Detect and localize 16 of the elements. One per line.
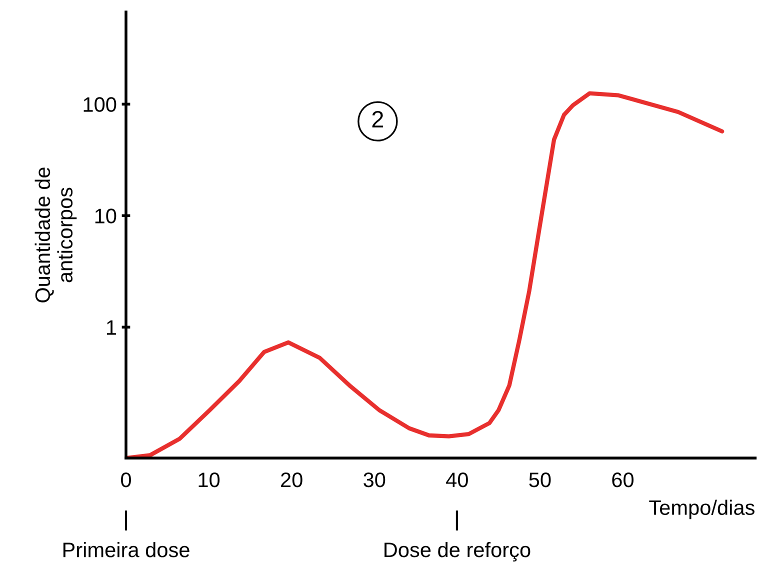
x-tick-label: 30 bbox=[364, 472, 386, 488]
x-axis-title: Tempo/dias bbox=[649, 500, 754, 520]
y-axis-title: Quantidade de anticorpos bbox=[34, 168, 77, 302]
x-tick-label: 0 bbox=[121, 472, 131, 488]
x-tick-label: 20 bbox=[281, 472, 302, 488]
y-tick-label: 1 bbox=[106, 320, 116, 335]
text: Dose de reforço bbox=[384, 542, 530, 562]
y-tick-label: 10 bbox=[95, 208, 116, 224]
annotation: 2 bbox=[372, 110, 384, 128]
line-series bbox=[126, 91, 724, 458]
y-tick-label: 100 bbox=[84, 97, 116, 112]
x-tick-label: 50 bbox=[529, 472, 551, 488]
text: Primeira dose bbox=[63, 542, 190, 558]
x-tick-label: 10 bbox=[198, 472, 220, 488]
x-tick-label: 40 bbox=[446, 472, 468, 488]
x-tick-label: 60 bbox=[612, 472, 634, 488]
